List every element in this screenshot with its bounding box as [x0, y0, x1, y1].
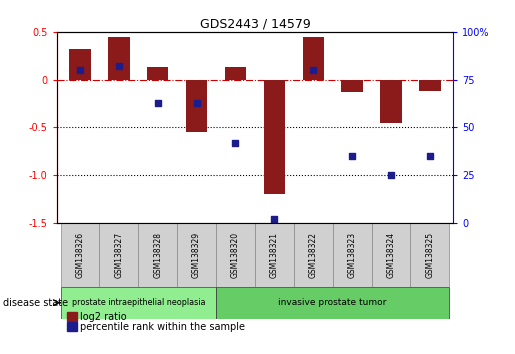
Title: GDS2443 / 14579: GDS2443 / 14579 [199, 18, 311, 31]
Bar [419, 80, 440, 91]
Text: GSM138324: GSM138324 [386, 232, 396, 278]
Point [193, 100, 201, 105]
Text: GSM138322: GSM138322 [308, 232, 318, 278]
Bar [410, 223, 449, 287]
Bar [99, 223, 139, 287]
Point [270, 216, 279, 222]
Point [231, 140, 239, 145]
Point [76, 67, 84, 73]
Text: percentile rank within the sample: percentile rank within the sample [80, 322, 245, 332]
Bar [147, 67, 168, 80]
Bar [177, 223, 216, 287]
Bar [186, 80, 208, 132]
Point [387, 172, 395, 178]
Text: invasive prostate tumor: invasive prostate tumor [279, 298, 387, 307]
Text: GSM138320: GSM138320 [231, 232, 240, 278]
Point [348, 153, 356, 159]
Point [153, 100, 162, 105]
Text: GSM138323: GSM138323 [348, 232, 356, 278]
Bar [294, 223, 333, 287]
Text: prostate intraepithelial neoplasia: prostate intraepithelial neoplasia [72, 298, 205, 307]
Bar [380, 80, 402, 122]
Bar [333, 223, 371, 287]
Point [115, 63, 123, 69]
Bar [341, 80, 363, 92]
Bar [255, 223, 294, 287]
Text: disease state: disease state [3, 298, 67, 308]
Bar [61, 287, 216, 319]
Text: GSM138328: GSM138328 [153, 232, 162, 278]
Point [309, 67, 317, 73]
Bar [70, 49, 91, 80]
Bar [108, 36, 130, 80]
Bar [216, 223, 255, 287]
Text: log2 ratio: log2 ratio [80, 312, 127, 322]
Bar [264, 80, 285, 194]
Text: GSM138325: GSM138325 [425, 232, 434, 278]
Text: GSM138321: GSM138321 [270, 232, 279, 278]
Text: GSM138326: GSM138326 [76, 232, 84, 278]
Bar [371, 223, 410, 287]
Bar [139, 223, 177, 287]
Bar [61, 223, 99, 287]
Bar [225, 67, 246, 80]
Point [426, 153, 434, 159]
Text: GSM138327: GSM138327 [114, 232, 124, 278]
Text: GSM138329: GSM138329 [192, 232, 201, 278]
Bar [216, 287, 449, 319]
Bar [302, 36, 324, 80]
